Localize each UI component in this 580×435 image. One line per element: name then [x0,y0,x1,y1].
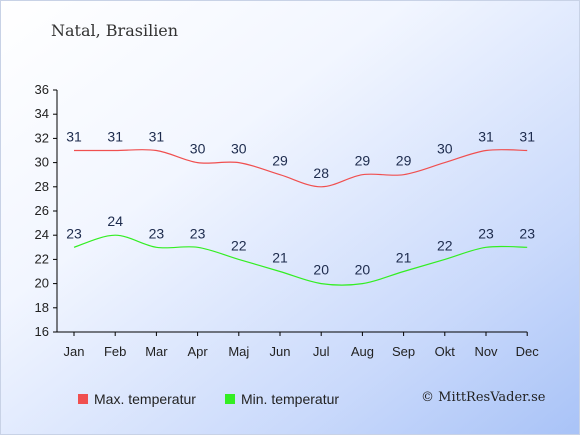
data-point-max [402,173,405,176]
data-label-min: 23 [190,225,206,241]
y-tick-label: 34 [35,106,49,121]
data-label-min: 23 [66,225,82,241]
legend-min-swatch [225,394,235,404]
x-tick-label: Jun [270,344,291,359]
data-label-max: 30 [190,141,206,157]
data-label-max: 31 [478,129,494,145]
data-point-min [114,234,117,237]
y-tick-label: 30 [35,155,49,170]
y-tick-label: 24 [35,227,49,242]
data-point-min [279,270,282,273]
data-point-min [196,246,199,249]
data-label-min: 24 [107,213,123,229]
data-label-min: 23 [519,225,535,241]
data-label-min: 22 [231,237,247,253]
y-tick-label: 36 [35,82,49,97]
x-tick-label: Jan [64,344,85,359]
legend-min-label: Min. temperatur [241,391,340,407]
x-tick-label: Aug [351,344,374,359]
data-label-min: 21 [396,250,412,266]
data-point-max [485,149,488,152]
data-point-max [279,173,282,176]
data-point-max [155,149,158,152]
y-tick-label: 32 [35,130,49,145]
data-label-min: 21 [272,250,288,266]
y-tick-label: 22 [35,251,49,266]
data-label-max: 31 [519,129,535,145]
y-tick-label: 28 [35,179,49,194]
data-label-min: 23 [149,225,165,241]
x-tick-label: Dec [516,344,540,359]
data-label-min: 20 [313,262,329,278]
x-tick-label: Apr [187,344,208,359]
x-tick-label: Feb [104,344,126,359]
x-tick-label: Maj [228,344,249,359]
data-point-min [73,246,76,249]
data-point-max [196,161,199,164]
data-point-max [526,149,529,152]
y-tick-label: 18 [35,300,49,315]
y-tick-label: 16 [35,324,49,339]
data-point-max [320,185,323,188]
data-point-min [155,246,158,249]
data-label-max: 28 [313,165,329,181]
site-credit: © MittResVader.se [421,390,546,405]
legend-max-swatch [78,394,88,404]
data-label-max: 31 [149,129,165,145]
x-tick-label: Mar [145,344,168,359]
x-tick-label: Sep [392,344,415,359]
data-point-max [237,161,240,164]
data-point-min [485,246,488,249]
legend-max-label: Max. temperatur [94,391,196,407]
data-label-max: 31 [107,129,123,145]
data-point-min [320,282,323,285]
data-label-min: 22 [437,237,453,253]
data-label-min: 20 [355,262,371,278]
data-label-max: 30 [437,141,453,157]
data-label-min: 23 [478,225,494,241]
data-point-min [237,258,240,261]
x-tick-label: Okt [435,344,456,359]
data-point-min [361,282,364,285]
data-point-max [114,149,117,152]
data-point-max [73,149,76,152]
data-point-min [443,258,446,261]
x-tick-label: Nov [474,344,498,359]
x-tick-label: Jul [313,344,330,359]
data-point-min [526,246,529,249]
data-point-min [402,270,405,273]
data-label-max: 29 [272,153,288,169]
data-label-max: 30 [231,141,247,157]
legend-max: Max. temperatur [78,391,196,407]
y-tick-label: 26 [35,203,49,218]
series-line-min [73,234,528,286]
data-label-max: 29 [355,153,371,169]
y-tick-label: 20 [35,276,49,291]
data-point-max [443,161,446,164]
data-label-max: 31 [66,129,82,145]
location-title: Natal, Brasilien [51,21,179,40]
series-line-max [74,149,528,188]
legend-min: Min. temperatur [225,391,339,407]
data-label-max: 29 [396,153,412,169]
data-point-max [361,173,364,176]
